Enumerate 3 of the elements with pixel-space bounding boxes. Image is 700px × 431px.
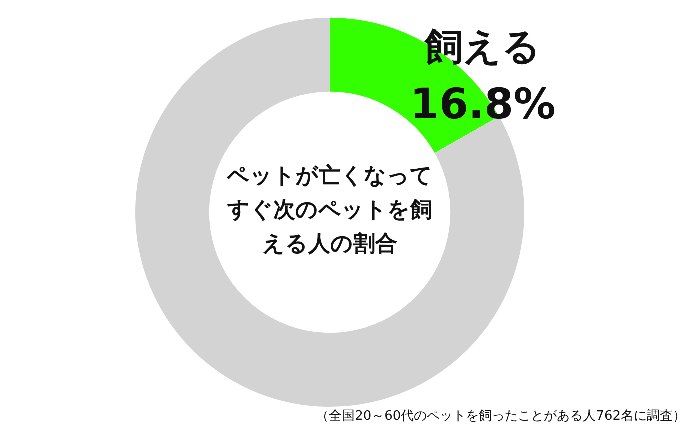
text: ペットが亡くなってすぐ次のペットを飼える人の割合 — [226, 162, 434, 259]
slice-label: 飼える — [424, 24, 541, 68]
text: （全国20～60代のペットを飼ったことがある人762名に調査） — [316, 408, 686, 425]
